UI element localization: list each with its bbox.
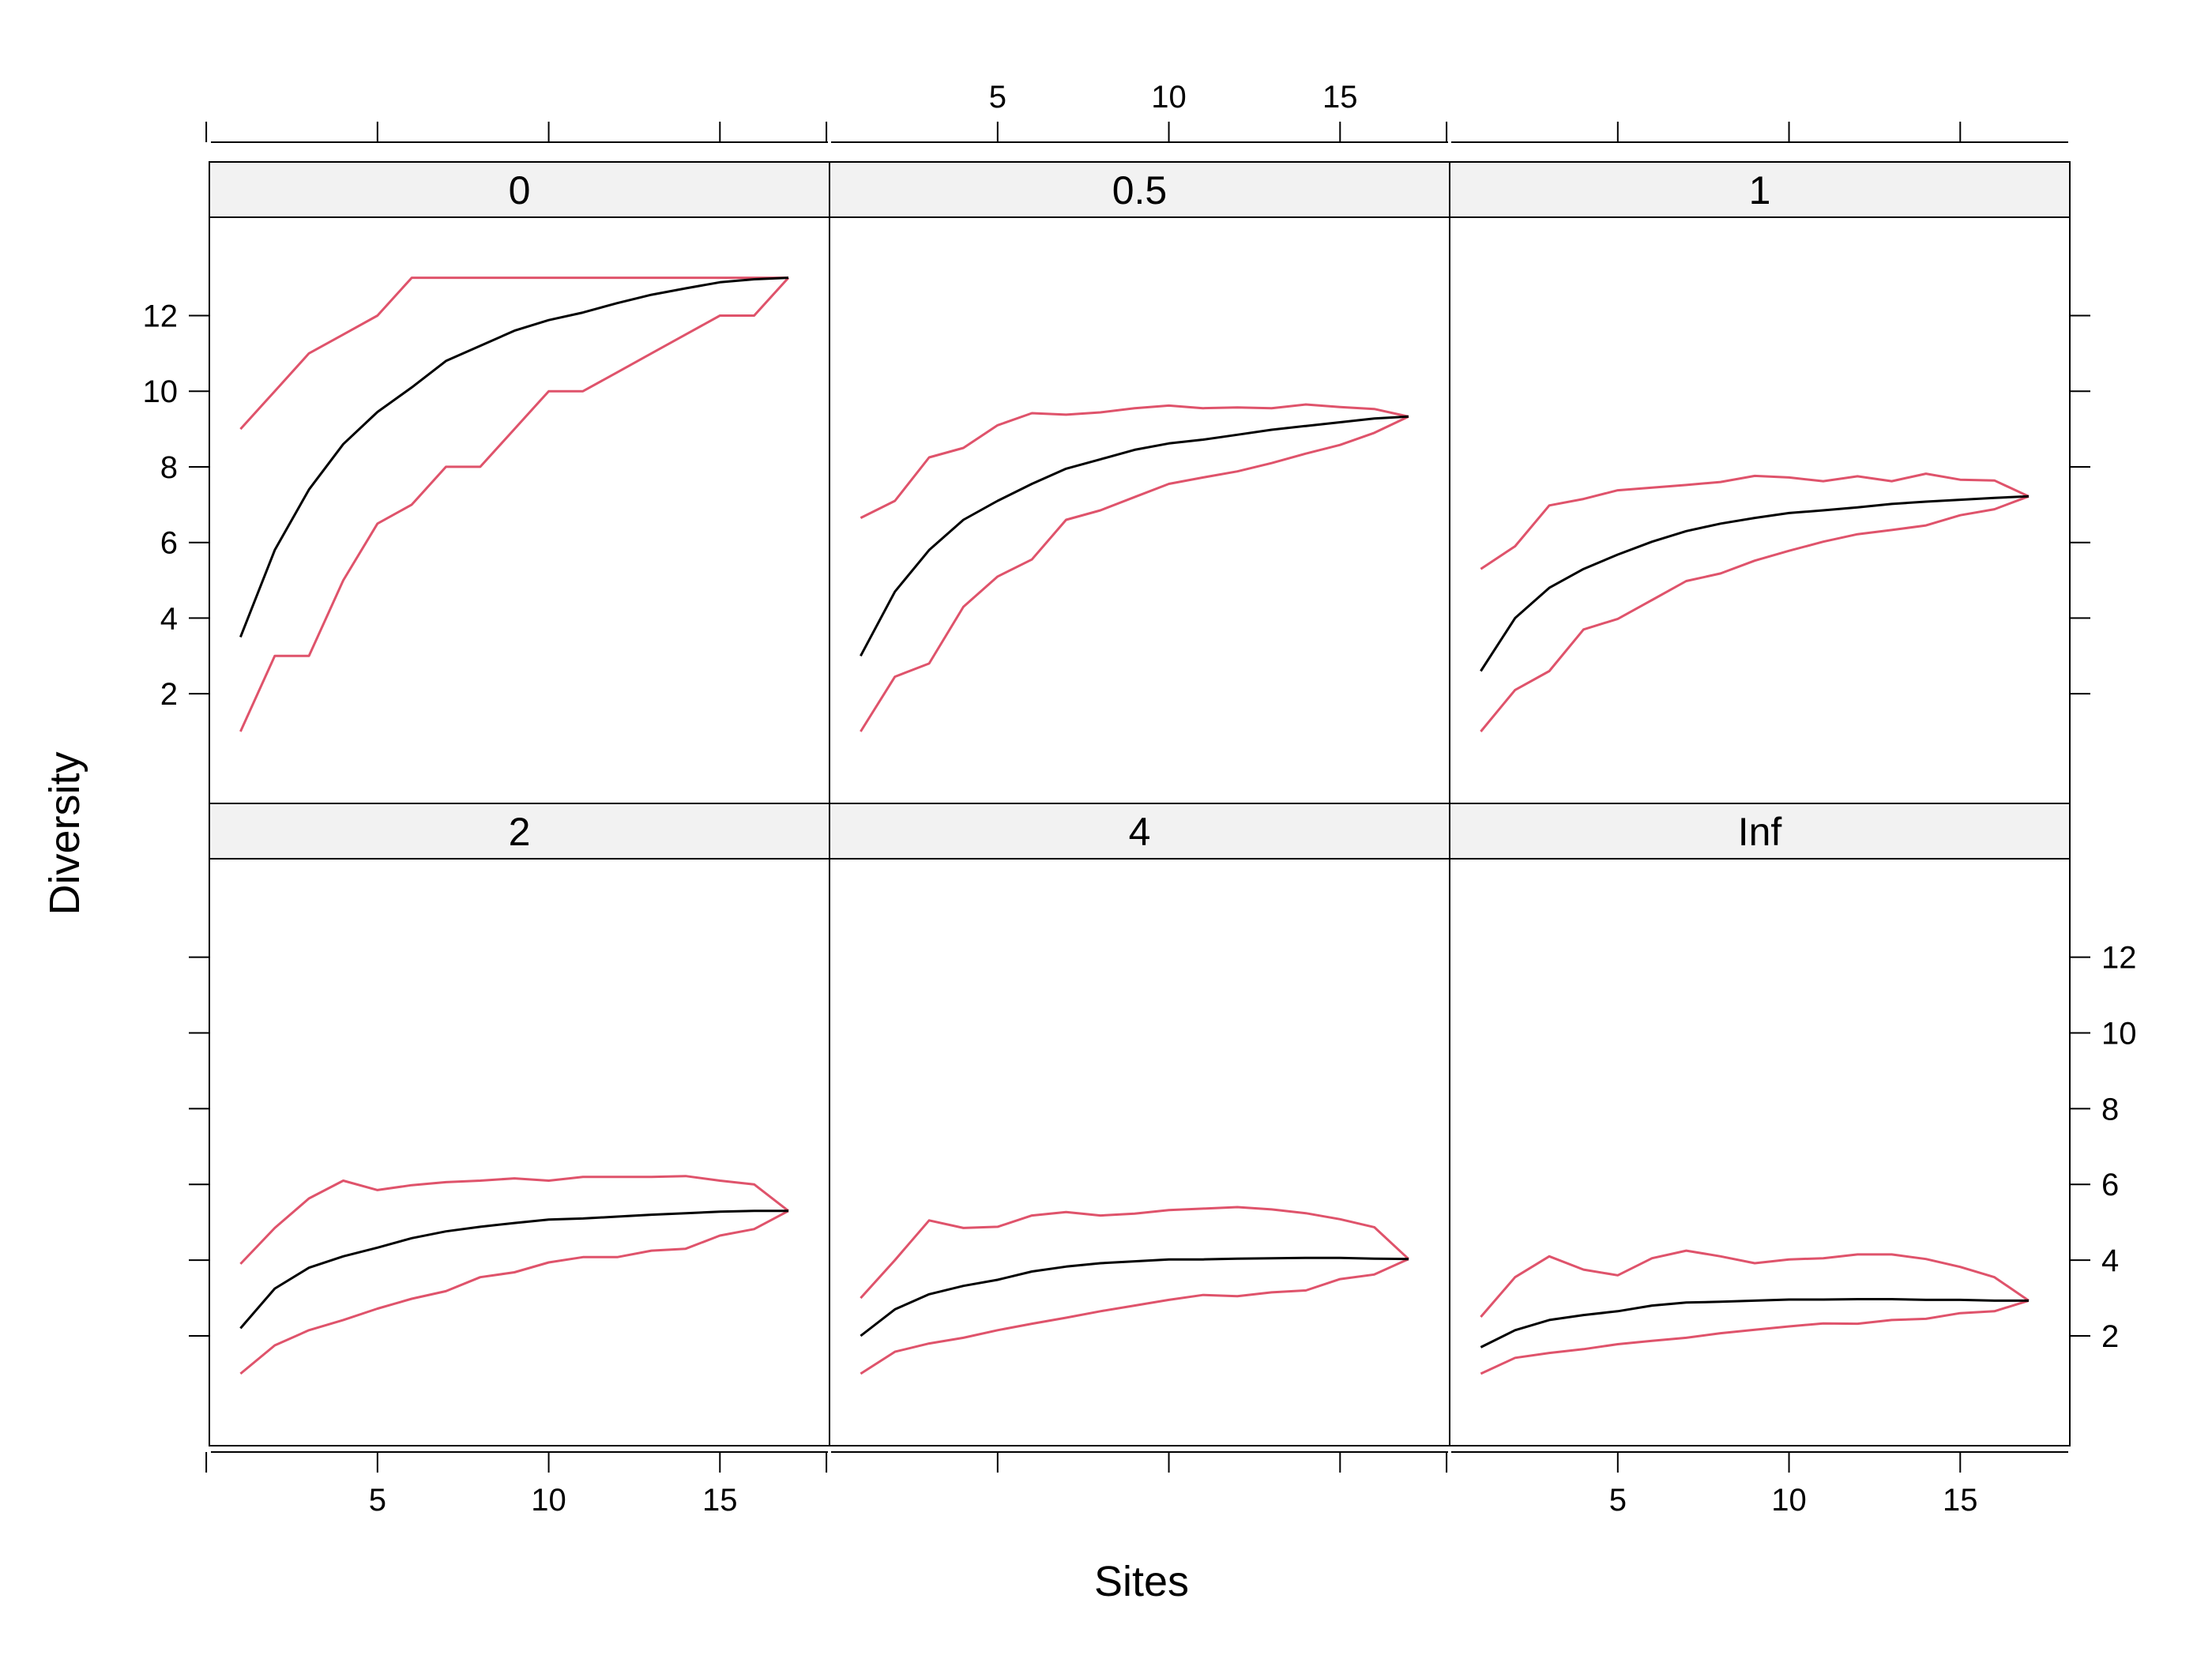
y-tick-label-left-1-3: 8 bbox=[160, 450, 178, 485]
strip-label-1: 0 bbox=[509, 168, 531, 213]
y-tick-label-left-1-2: 6 bbox=[160, 526, 178, 561]
strip-label-2: 0.5 bbox=[1112, 168, 1168, 213]
y-tick-label-right-2-2: 6 bbox=[2101, 1168, 2119, 1202]
panel-4: 2 bbox=[209, 803, 830, 1446]
series-upper-line-4 bbox=[239, 1175, 789, 1265]
y-axis-title: Diversity bbox=[41, 751, 88, 915]
x-tick-label-bottom-3-0: 5 bbox=[1609, 1483, 1627, 1518]
series-lower-line-5 bbox=[860, 1258, 1409, 1375]
y-tick-label-right-2-0: 2 bbox=[2101, 1319, 2119, 1354]
series-upper-line-1 bbox=[239, 276, 788, 431]
x-tick-label-top-2-2: 15 bbox=[1322, 80, 1358, 115]
x-tick-label-top-2-0: 5 bbox=[989, 80, 1006, 115]
series-mean-line-2 bbox=[860, 415, 1409, 657]
x-tick-label-bottom-1-0: 5 bbox=[369, 1483, 386, 1518]
panel-5: 4 bbox=[829, 803, 1450, 1446]
series-upper-line-6 bbox=[1480, 1249, 2030, 1318]
strip-label-4: 2 bbox=[509, 810, 531, 854]
series-mean-line-5 bbox=[860, 1256, 1409, 1337]
panel-6: Inf bbox=[1449, 803, 2071, 1446]
strip-label-6: Inf bbox=[1738, 810, 1782, 854]
series-lower-line-1 bbox=[239, 276, 790, 732]
y-tick-label-right-2-1: 4 bbox=[2101, 1243, 2119, 1278]
y-tick-label-left-1-1: 4 bbox=[160, 601, 178, 636]
y-tick-label-right-2-4: 10 bbox=[2101, 1017, 2137, 1051]
series-mean-line-4 bbox=[239, 1209, 788, 1330]
y-tick-label-left-1-5: 12 bbox=[143, 299, 179, 333]
series-lower-line-3 bbox=[1480, 495, 2030, 732]
series-lower-line-4 bbox=[239, 1209, 789, 1375]
panel-frame-2 bbox=[829, 216, 1450, 804]
series-upper-line-3 bbox=[1480, 472, 2030, 570]
x-tick-label-top-2-1: 10 bbox=[1151, 80, 1187, 115]
x-tick-label-bottom-1-1: 10 bbox=[531, 1483, 566, 1518]
y-tick-label-right-2-3: 8 bbox=[2101, 1092, 2119, 1127]
panel-frame-1 bbox=[209, 216, 830, 804]
series-lower-line-2 bbox=[860, 415, 1409, 732]
x-tick-label-bottom-1-2: 15 bbox=[702, 1483, 738, 1518]
panel-2: 0.5 bbox=[829, 161, 1450, 804]
series-upper-line-5 bbox=[860, 1206, 1410, 1300]
panel-frame-3 bbox=[1449, 216, 2071, 804]
series-mean-line-3 bbox=[1480, 495, 2030, 672]
panel-1: 0 bbox=[209, 161, 830, 804]
panel-3: 1 bbox=[1449, 161, 2071, 804]
x-tick-label-bottom-3-1: 10 bbox=[1771, 1483, 1807, 1518]
y-tick-label-left-1-4: 10 bbox=[143, 374, 179, 409]
series-lower-line-6 bbox=[1480, 1299, 2030, 1375]
y-tick-label-left-1-0: 2 bbox=[160, 677, 178, 712]
panel-frame-6 bbox=[1449, 858, 2071, 1446]
panel-frame-4 bbox=[209, 858, 830, 1446]
strip-2 bbox=[829, 161, 1450, 218]
strip-3 bbox=[1449, 161, 2071, 218]
y-tick-label-right-2-5: 12 bbox=[2101, 941, 2137, 976]
panel-layer: 0 0.5 1 2 4 Inf bbox=[209, 161, 2071, 1446]
x-tick-label-bottom-3-2: 15 bbox=[1943, 1483, 1978, 1518]
series-mean-line-1 bbox=[239, 276, 789, 638]
series-mean-line-6 bbox=[1480, 1298, 2029, 1349]
strip-label-5: 4 bbox=[1129, 810, 1151, 854]
x-axis-title: Sites bbox=[1094, 1558, 1189, 1605]
strip-4 bbox=[209, 803, 830, 860]
strip-label-3: 1 bbox=[1749, 168, 1771, 213]
series-upper-line-2 bbox=[860, 403, 1409, 519]
panel-frame-5 bbox=[829, 858, 1450, 1446]
strip-1 bbox=[209, 161, 830, 218]
